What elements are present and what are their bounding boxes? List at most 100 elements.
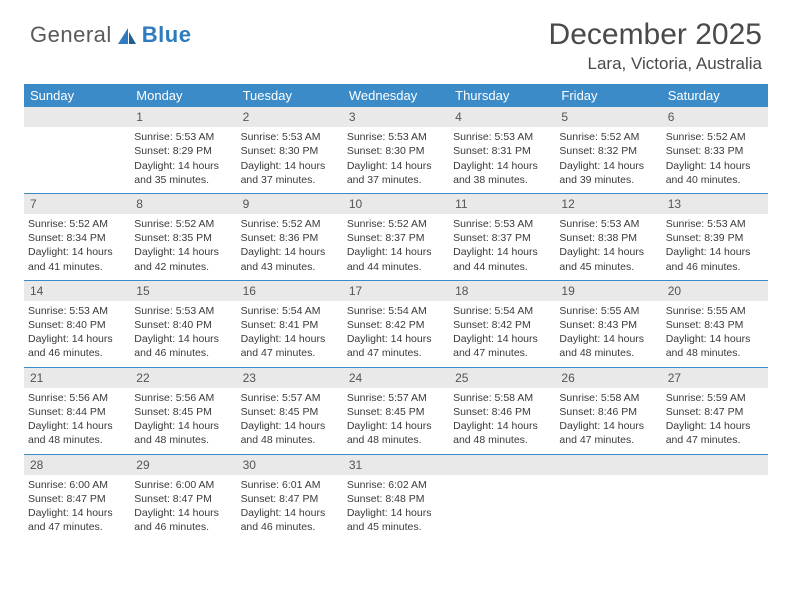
- day-cell: Sunrise: 5:53 AMSunset: 8:40 PMDaylight:…: [24, 301, 130, 367]
- week-content-row: Sunrise: 5:52 AM Sunset: 8:34 PM Daylight:…: [24, 214, 768, 280]
- day-header: Monday: [130, 84, 236, 107]
- daylight-text-1: Daylight: 14 hours: [666, 419, 764, 433]
- daylight-text-2: and 45 minutes.: [347, 520, 445, 534]
- sunset-text: Sunset: 8:34 PM: [28, 231, 126, 245]
- day-number: 8: [130, 193, 236, 214]
- week-daynum-row: 78910111213: [24, 193, 768, 214]
- daylight-text-2: and 47 minutes.: [666, 433, 764, 447]
- logo: General Blue: [30, 22, 191, 48]
- sunset-text: Sunset: 8:39 PM: [666, 231, 764, 245]
- daylight-text-1: Daylight: 14 hours: [241, 506, 339, 520]
- sunset-text: Sunset: 8:43 PM: [666, 318, 764, 332]
- daylight-text-1: Daylight: 14 hours: [241, 159, 339, 173]
- day-header: Saturday: [662, 84, 768, 107]
- day-number: 25: [449, 367, 555, 388]
- sunset-text: Sunset: 8:46 PM: [453, 405, 551, 419]
- location-subtitle: Lara, Victoria, Australia: [24, 54, 762, 74]
- day-cell: Sunrise: 5:58 AMSunset: 8:46 PMDaylight:…: [555, 388, 661, 454]
- empty-daynum: [555, 454, 661, 475]
- daylight-text-2: and 42 minutes.: [134, 260, 232, 274]
- daylight-text-2: and 40 minutes.: [666, 173, 764, 187]
- sunrise-text: Sunrise: 5:54 AM: [453, 304, 551, 318]
- empty-cell: [24, 127, 130, 193]
- sunset-text: Sunset: 8:45 PM: [347, 405, 445, 419]
- week-content-row: Sunrise: 6:00 AMSunset: 8:47 PMDaylight:…: [24, 475, 768, 541]
- daylight-text-1: Daylight: 14 hours: [347, 159, 445, 173]
- logo-text-2: Blue: [142, 22, 192, 48]
- sunset-text: Sunset: 8:42 PM: [347, 318, 445, 332]
- daylight-text-1: Daylight: 14 hours: [241, 419, 339, 433]
- sunset-text: Sunset: 8:47 PM: [241, 492, 339, 506]
- day-number: 23: [237, 367, 343, 388]
- day-cell: Sunrise: 5:53 AMSunset: 8:38 PMDaylight:…: [555, 214, 661, 280]
- sunset-text: Sunset: 8:30 PM: [241, 144, 339, 158]
- logo-text-1: General: [30, 22, 112, 48]
- sunrise-text: Sunrise: 5:52 AM: [134, 217, 232, 231]
- day-cell: Sunrise: 5:57 AMSunset: 8:45 PMDaylight:…: [343, 388, 449, 454]
- day-cell: Sunrise: 5:56 AMSunset: 8:45 PMDaylight:…: [130, 388, 236, 454]
- day-number: 29: [130, 454, 236, 475]
- day-number: 4: [449, 107, 555, 127]
- daylight-text-1: Daylight: 14 hours: [134, 332, 232, 346]
- daylight-text-2: and 44 minutes.: [347, 260, 445, 274]
- daylight-text-2: and 46 minutes.: [134, 346, 232, 360]
- sunset-text: Sunset: 8:45 PM: [241, 405, 339, 419]
- day-cell: Sunrise: 5:53 AMSunset: 8:29 PMDaylight:…: [130, 127, 236, 193]
- day-number: 14: [24, 280, 130, 301]
- day-cell: Sunrise: 5:55 AMSunset: 8:43 PMDaylight:…: [555, 301, 661, 367]
- day-cell: Sunrise: 5:53 AMSunset: 8:39 PMDaylight:…: [662, 214, 768, 280]
- day-header: Tuesday: [237, 84, 343, 107]
- sunrise-text: Sunrise: 5:53 AM: [347, 130, 445, 144]
- sunrise-text: Sunrise: 5:57 AM: [241, 391, 339, 405]
- daylight-text-2: and 41 minutes.: [28, 260, 126, 274]
- day-cell: Sunrise: 6:01 AMSunset: 8:47 PMDaylight:…: [237, 475, 343, 541]
- day-cell: Sunrise: 5:53 AMSunset: 8:37 PMDaylight:…: [449, 214, 555, 280]
- empty-cell: [662, 475, 768, 541]
- sunset-text: Sunset: 8:38 PM: [559, 231, 657, 245]
- empty-daynum: [449, 454, 555, 475]
- day-cell: Sunrise: 5:56 AMSunset: 8:44 PMDaylight:…: [24, 388, 130, 454]
- day-number: 9: [237, 193, 343, 214]
- sunrise-text: Sunrise: 5:56 AM: [134, 391, 232, 405]
- daylight-text-1: Daylight: 14 hours: [134, 506, 232, 520]
- daylight-text-2: and 47 minutes.: [241, 346, 339, 360]
- sunrise-text: Sunrise: 5:57 AM: [347, 391, 445, 405]
- sunset-text: Sunset: 8:41 PM: [241, 318, 339, 332]
- sunset-text: Sunset: 8:44 PM: [28, 405, 126, 419]
- sunrise-text: Sunrise: 6:00 AM: [134, 478, 232, 492]
- day-number: 15: [130, 280, 236, 301]
- calendar-table: SundayMondayTuesdayWednesdayThursdayFrid…: [24, 84, 768, 540]
- sunrise-text: Sunrise: 6:00 AM: [28, 478, 126, 492]
- day-cell: Sunrise: 6:00 AMSunset: 8:47 PMDaylight:…: [130, 475, 236, 541]
- daylight-text-2: and 48 minutes.: [241, 433, 339, 447]
- daylight-text-2: and 43 minutes.: [241, 260, 339, 274]
- sunrise-text: Sunrise: 5:53 AM: [241, 130, 339, 144]
- day-cell: Sunrise: 5:52 AMSunset: 8:35 PMDaylight:…: [130, 214, 236, 280]
- sunset-text: Sunset: 8:43 PM: [559, 318, 657, 332]
- day-header: Friday: [555, 84, 661, 107]
- sunrise-text: Sunrise: 5:54 AM: [347, 304, 445, 318]
- sunrise-text: Sunrise: 5:56 AM: [28, 391, 126, 405]
- sunrise-text: Sunrise: 5:52 AM: [559, 130, 657, 144]
- sunset-text: Sunset: 8:47 PM: [134, 492, 232, 506]
- daylight-text-1: Daylight: 14 hours: [28, 332, 126, 346]
- daylight-text-2: and 48 minutes.: [666, 346, 764, 360]
- daylight-text-2: and 44 minutes.: [453, 260, 551, 274]
- daylight-text-2: and 48 minutes.: [28, 433, 126, 447]
- daylight-text-1: Daylight: 14 hours: [453, 332, 551, 346]
- sunrise-text: Sunrise: 5:59 AM: [666, 391, 764, 405]
- sunset-text: Sunset: 8:31 PM: [453, 144, 551, 158]
- day-number: 3: [343, 107, 449, 127]
- sunset-text: Sunset: 8:33 PM: [666, 144, 764, 158]
- daylight-text-1: Daylight: 14 hours: [347, 332, 445, 346]
- day-header-row: SundayMondayTuesdayWednesdayThursdayFrid…: [24, 84, 768, 107]
- week-daynum-row: 21222324252627: [24, 367, 768, 388]
- day-number: 5: [555, 107, 661, 127]
- daylight-text-1: Daylight: 14 hours: [666, 245, 764, 259]
- sunrise-text: Sunrise: 5:53 AM: [453, 217, 551, 231]
- daylight-text-2: and 38 minutes.: [453, 173, 551, 187]
- day-number: 7: [24, 193, 130, 214]
- day-cell: Sunrise: 5:52 AMSunset: 8:32 PMDaylight:…: [555, 127, 661, 193]
- day-number: 13: [662, 193, 768, 214]
- day-header: Sunday: [24, 84, 130, 107]
